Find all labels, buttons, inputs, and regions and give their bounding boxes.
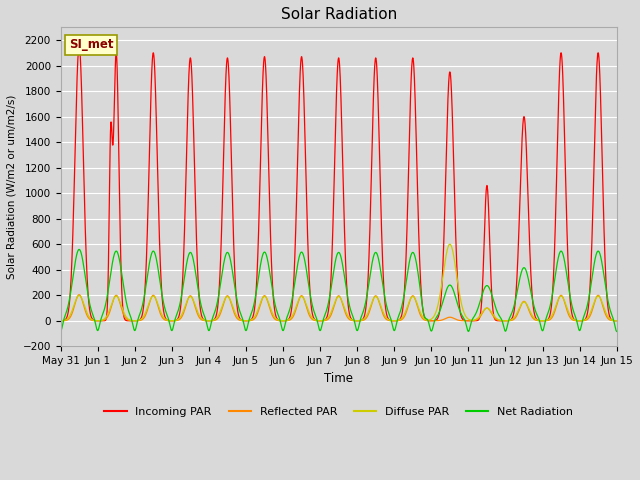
Reflected PAR — [294, 299, 302, 305]
Y-axis label: Solar Radiation (W/m2 or um/m2/s): Solar Radiation (W/m2 or um/m2/s) — [7, 95, 17, 279]
Net Radiation — [294, 259, 302, 264]
X-axis label: Time: Time — [324, 372, 353, 384]
Line: Incoming PAR: Incoming PAR — [61, 47, 617, 321]
Reflected PAR — [270, 315, 278, 321]
Incoming PAR — [542, 318, 550, 324]
Incoming PAR — [76, 44, 83, 49]
Incoming PAR — [57, 318, 65, 324]
Net Radiation — [270, 297, 278, 302]
Incoming PAR — [613, 318, 621, 324]
Diffuse PAR — [294, 299, 302, 305]
Line: Diffuse PAR: Diffuse PAR — [61, 244, 617, 321]
Reflected PAR — [613, 318, 621, 324]
Diffuse PAR — [120, 310, 128, 316]
Incoming PAR — [294, 135, 302, 141]
Reflected PAR — [120, 313, 128, 319]
Net Radiation — [542, 316, 550, 322]
Diffuse PAR — [153, 299, 161, 305]
Diffuse PAR — [542, 317, 550, 323]
Reflected PAR — [465, 318, 472, 324]
Diffuse PAR — [446, 241, 454, 247]
Reflected PAR — [76, 292, 83, 298]
Incoming PAR — [270, 302, 278, 308]
Net Radiation — [76, 247, 83, 252]
Diffuse PAR — [602, 310, 610, 316]
Diffuse PAR — [270, 313, 278, 319]
Incoming PAR — [602, 281, 610, 287]
Reflected PAR — [602, 313, 610, 319]
Diffuse PAR — [57, 318, 65, 324]
Line: Reflected PAR: Reflected PAR — [61, 295, 617, 321]
Text: SI_met: SI_met — [69, 38, 113, 51]
Reflected PAR — [154, 300, 161, 306]
Net Radiation — [120, 288, 128, 293]
Legend: Incoming PAR, Reflected PAR, Diffuse PAR, Net Radiation: Incoming PAR, Reflected PAR, Diffuse PAR… — [100, 403, 577, 422]
Incoming PAR — [120, 315, 128, 321]
Incoming PAR — [154, 152, 161, 158]
Incoming PAR — [498, 318, 506, 324]
Line: Net Radiation: Net Radiation — [61, 250, 617, 331]
Net Radiation — [57, 328, 65, 334]
Diffuse PAR — [613, 318, 621, 324]
Net Radiation — [602, 286, 610, 292]
Reflected PAR — [542, 318, 550, 324]
Net Radiation — [154, 261, 161, 266]
Net Radiation — [613, 328, 621, 334]
Reflected PAR — [57, 318, 65, 324]
Title: Solar Radiation: Solar Radiation — [280, 7, 397, 22]
